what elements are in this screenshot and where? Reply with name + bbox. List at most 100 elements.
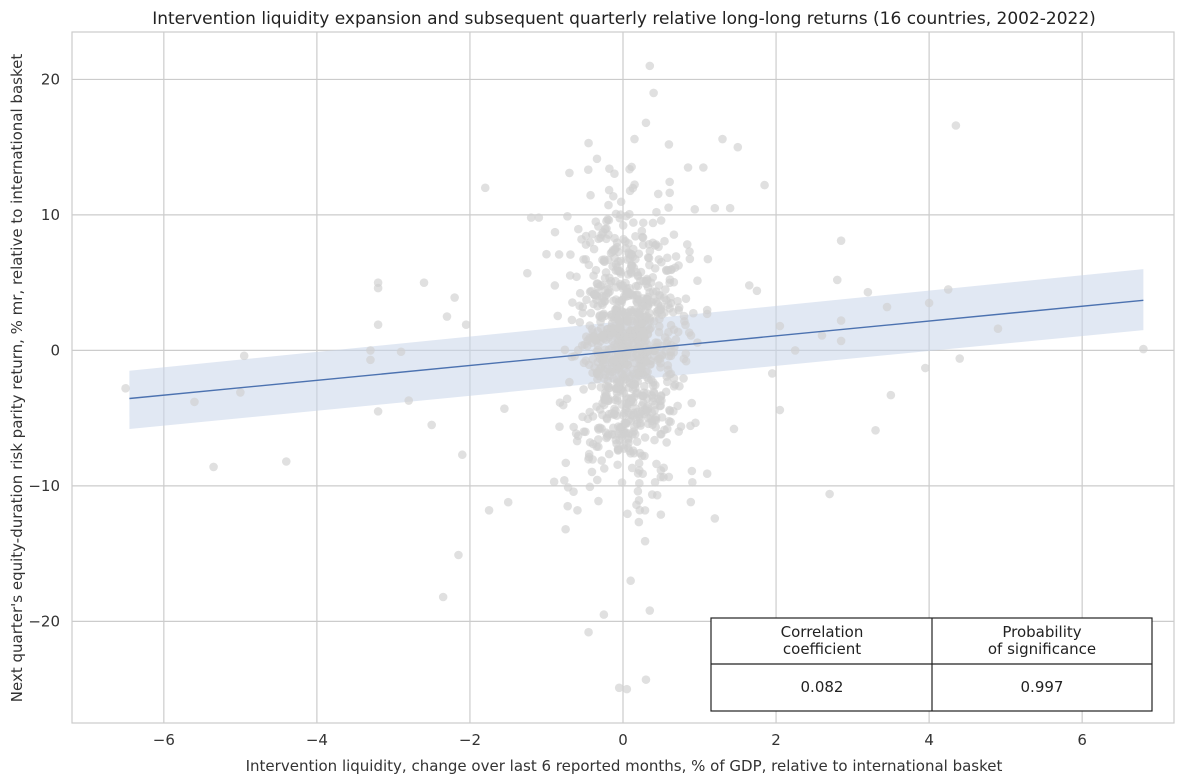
scatter-point	[656, 466, 666, 475]
scatter-point	[645, 313, 654, 323]
scatter-point	[790, 346, 800, 355]
scatter-point	[673, 401, 682, 411]
scatter-point	[600, 388, 610, 398]
scatter-point	[613, 444, 623, 453]
x-tick-label: −4	[306, 731, 328, 749]
scatter-point	[656, 216, 666, 225]
scatter-point	[592, 279, 602, 288]
scatter-point	[630, 422, 639, 432]
scatter-point	[775, 321, 785, 331]
scatter-point	[567, 315, 577, 325]
scatter-point	[775, 405, 785, 415]
scatter-point	[666, 320, 676, 330]
scatter-point	[650, 264, 660, 273]
scatter-point	[500, 404, 509, 413]
scatter-point	[645, 288, 654, 297]
scatter-point	[619, 365, 629, 374]
scatter-point	[616, 210, 625, 219]
scatter-point	[669, 230, 679, 239]
scatter-point	[589, 290, 599, 299]
scatter-point	[578, 412, 587, 422]
scatter-point	[625, 164, 634, 174]
scatter-point	[592, 475, 602, 485]
scatter-point	[650, 435, 659, 445]
scatter-point	[729, 424, 739, 434]
scatter-point	[594, 234, 603, 244]
scatter-point	[587, 467, 597, 477]
scatter-point	[553, 311, 563, 321]
plot-area	[71, 31, 1175, 724]
scatter-point	[550, 281, 560, 290]
scatter-point	[419, 278, 429, 287]
scatter-point	[603, 430, 613, 439]
scatter-point	[599, 464, 609, 473]
scatter-point	[652, 207, 661, 217]
scatter-point	[589, 244, 599, 254]
scatter-point	[656, 510, 666, 519]
scatter-point	[633, 290, 642, 299]
scatter-point	[681, 294, 691, 303]
scatter-point	[1139, 344, 1148, 354]
y-tick-label: −20	[28, 612, 60, 630]
scatter-point	[591, 217, 601, 226]
scatter-point	[373, 320, 383, 329]
scatter-point	[625, 209, 634, 219]
scatter-point	[615, 316, 624, 326]
scatter-point	[655, 322, 664, 331]
scatter-point	[209, 462, 218, 472]
scatter-point	[609, 374, 618, 383]
scatter-point	[526, 213, 536, 222]
scatter-point	[638, 218, 648, 228]
scatter-point	[582, 295, 591, 305]
scatter-point	[625, 378, 635, 388]
scatter-point	[609, 191, 618, 201]
scatter-point	[650, 478, 660, 487]
scatter-point	[586, 190, 595, 200]
scatter-point	[631, 232, 640, 241]
scatter-point	[593, 345, 603, 355]
scatter-point	[685, 247, 694, 256]
scatter-point	[693, 338, 702, 347]
scatter-point	[653, 356, 662, 365]
scatter-point	[534, 213, 544, 222]
scatter-point	[690, 205, 700, 214]
scatter-point	[665, 304, 674, 313]
scatter-point	[635, 308, 644, 317]
scatter-point	[673, 296, 682, 306]
scatter-point	[598, 228, 608, 237]
scatter-point	[571, 429, 581, 438]
stats-header-correlation-line2: coefficient	[783, 640, 861, 658]
scatter-point	[669, 374, 679, 383]
scatter-point	[687, 466, 697, 476]
scatter-point	[836, 336, 846, 346]
x-tick-label: −2	[459, 731, 481, 749]
scatter-point	[574, 224, 583, 234]
scatter-point	[664, 472, 674, 482]
scatter-point	[594, 442, 603, 452]
scatter-point	[593, 423, 603, 433]
scatter-point	[549, 477, 559, 487]
scatter-point	[663, 336, 673, 346]
scatter-point	[558, 400, 568, 410]
scatter-point	[634, 249, 644, 259]
y-tick-label: −10	[28, 477, 60, 495]
scatter-point	[616, 267, 625, 277]
scatter-point	[581, 427, 590, 437]
scatter-point	[689, 308, 698, 318]
scatter-point	[647, 490, 657, 499]
scatter-point	[542, 249, 551, 259]
scatter-point	[619, 388, 629, 398]
scatter-point	[594, 435, 603, 444]
scatter-point	[682, 240, 692, 249]
scatter-point	[594, 496, 603, 506]
scatter-point	[614, 683, 624, 693]
scatter-point	[575, 317, 585, 327]
scatter-point	[681, 320, 690, 330]
scatter-point	[620, 429, 630, 438]
scatter-point	[671, 252, 681, 261]
scatter-point	[655, 314, 664, 324]
scatter-point	[665, 188, 675, 198]
scatter-point	[578, 302, 588, 312]
scatter-point	[190, 397, 199, 407]
scatter-point	[637, 363, 646, 373]
